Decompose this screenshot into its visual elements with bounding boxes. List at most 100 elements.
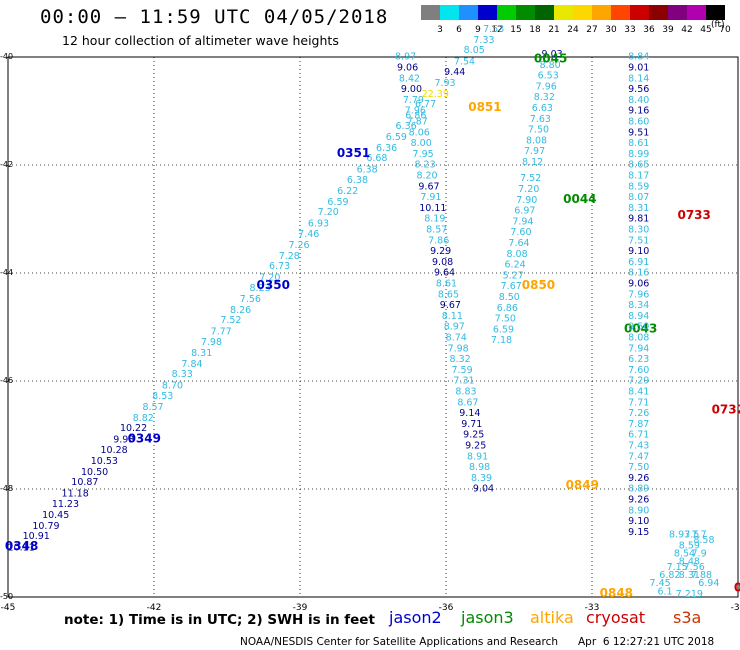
wave-height-value: 8.11 (442, 311, 463, 322)
wave-height-value: 9.15 (628, 527, 649, 538)
wave-height-value: 8.59 (628, 181, 649, 192)
wave-height-value: 7.5 (684, 530, 699, 541)
legend-label: 36 (643, 25, 655, 35)
legend-swatch (592, 5, 611, 20)
wave-height-value: 7.87 (628, 419, 649, 430)
wave-height-value: 7.50 (528, 125, 549, 136)
wave-height-value: 7.20 (518, 184, 539, 195)
wave-height-value: 8.50 (628, 322, 649, 333)
wave-height-value: 9.56 (628, 84, 649, 95)
wave-height-value: 7.56 (684, 562, 705, 573)
wave-height-value: 8.23 (414, 160, 435, 171)
wave-height-value: 7.18 (491, 335, 512, 346)
wave-height-value: 7.86 (428, 235, 449, 246)
legend-swatch (497, 5, 516, 20)
pass-time-label: 0349 (128, 432, 161, 446)
wave-height-value: 8.60 (628, 117, 649, 128)
legend-swatch (516, 5, 535, 20)
x-tick-label: -45 (0, 603, 16, 613)
wave-height-value: 7.79 (403, 95, 424, 106)
pass-time-label: 0350 (257, 278, 290, 292)
pass-time-label: 0732 (712, 402, 740, 416)
wave-height-value: 9.10 (628, 516, 649, 527)
x-tick-label: -36 (438, 603, 454, 613)
wave-height-value: 7.54 (454, 57, 475, 68)
wave-height-value: 9.16 (628, 106, 649, 117)
wave-height-value: 10.22 (120, 423, 147, 434)
wave-height-value: 8.12 (522, 157, 543, 168)
chart-subtitle: 12 hour collection of altimeter wave hei… (62, 33, 339, 48)
wave-height-value: 10.91 (23, 531, 50, 542)
wave-height-value: 6.93 (308, 219, 329, 230)
wave-height-value: 10.79 (32, 521, 59, 532)
x-tick-label: -39 (292, 603, 308, 613)
legend-swatch (459, 5, 478, 20)
wave-height-value: 8.31 (679, 570, 700, 581)
wave-height-value: 7.219 (676, 589, 703, 600)
wave-height-value: 10.50 (81, 467, 108, 478)
wave-height-value: 9.67 (440, 300, 461, 311)
wave-height-value: 9.25 (465, 441, 486, 452)
satellite-label-jason2: jason2 (389, 608, 442, 627)
wave-height-value: 7.84 (181, 359, 202, 370)
wave-height-value: 6.82 (659, 570, 680, 581)
legend-swatch (706, 5, 725, 20)
chart-title: 00:00 – 11:59 UTC 04/05/2018 (40, 6, 389, 28)
wave-height-value: 6.38 (357, 165, 378, 176)
wave-height-value: 7.94 (628, 343, 649, 354)
legend-swatch (478, 5, 497, 20)
wave-height-value: 9.26 (628, 473, 649, 484)
wave-height-value: 7.26 (288, 240, 309, 251)
wave-height-value: 8.97 (444, 322, 465, 333)
legend-swatch (687, 5, 706, 20)
wave-height-value: 8.54 (674, 549, 695, 560)
wave-height-value: 8.19 (424, 214, 445, 225)
wave-height-value: 8.93 (669, 530, 690, 541)
wave-height-value: 6.77 (415, 99, 436, 110)
wave-height-value: 7.98 (448, 343, 469, 354)
wave-height-value: 7.29 (628, 376, 649, 387)
legend-swatch (440, 5, 459, 20)
wave-height-value: 8.58 (693, 535, 714, 546)
wave-height-value: 7.51 (628, 235, 649, 246)
wave-height-value: 5.27 (503, 270, 524, 281)
wave-height-value: 8.61 (436, 279, 457, 290)
pass-time-label: 0045 (534, 51, 567, 65)
x-tick-label: -33 (584, 603, 600, 613)
wave-height-value: 7.46 (298, 229, 319, 240)
wave-height-value: 8.08 (526, 135, 547, 146)
wave-height-value: 8.97 (395, 52, 416, 63)
satellite-label-jason3: jason3 (461, 608, 514, 627)
wave-height-value: 6.71 (628, 430, 649, 441)
x-tick-label: -30 (730, 603, 740, 613)
wave-height-value: 7.47 (628, 451, 649, 462)
wave-height-value: 8.89 (628, 484, 649, 495)
legend-swatch (554, 5, 573, 20)
y-tick-label: -46 (0, 376, 14, 385)
wave-height-value: 9.10 (628, 246, 649, 257)
legend-label: 45 (700, 25, 712, 35)
wave-height-value: 8.00 (411, 138, 432, 149)
wave-height-value: 8.48 (679, 557, 700, 568)
wave-height-value: 7.52 (520, 173, 541, 184)
legend-label: 6 (456, 25, 462, 35)
wave-height-value: 8.74 (446, 333, 467, 344)
wave-height-value: 7.71 (628, 397, 649, 408)
legend-swatch (535, 5, 554, 20)
y-tick-label: -44 (0, 268, 14, 277)
plot-frame (7, 56, 739, 598)
wave-height-value: 9.44 (444, 67, 465, 78)
wave-height-value: 6.59 (327, 197, 348, 208)
wave-height-value: 6.1 (657, 586, 672, 597)
satellite-label-altika: altika (530, 608, 574, 627)
wave-height-value: 7.50 (628, 462, 649, 473)
wave-height-value: 8.06 (409, 127, 430, 138)
wave-height-value: 7.53 (483, 24, 504, 35)
x-tick-label: -42 (146, 603, 162, 613)
wave-height-value: 8.32 (534, 92, 555, 103)
wave-height-value: 9.26 (628, 495, 649, 506)
wave-height-value: 6.22 (337, 186, 358, 197)
wave-height-value: 8.53 (152, 391, 173, 402)
wave-height-value: 8.26 (230, 305, 251, 316)
wave-height-value: 8.57 (142, 402, 163, 413)
